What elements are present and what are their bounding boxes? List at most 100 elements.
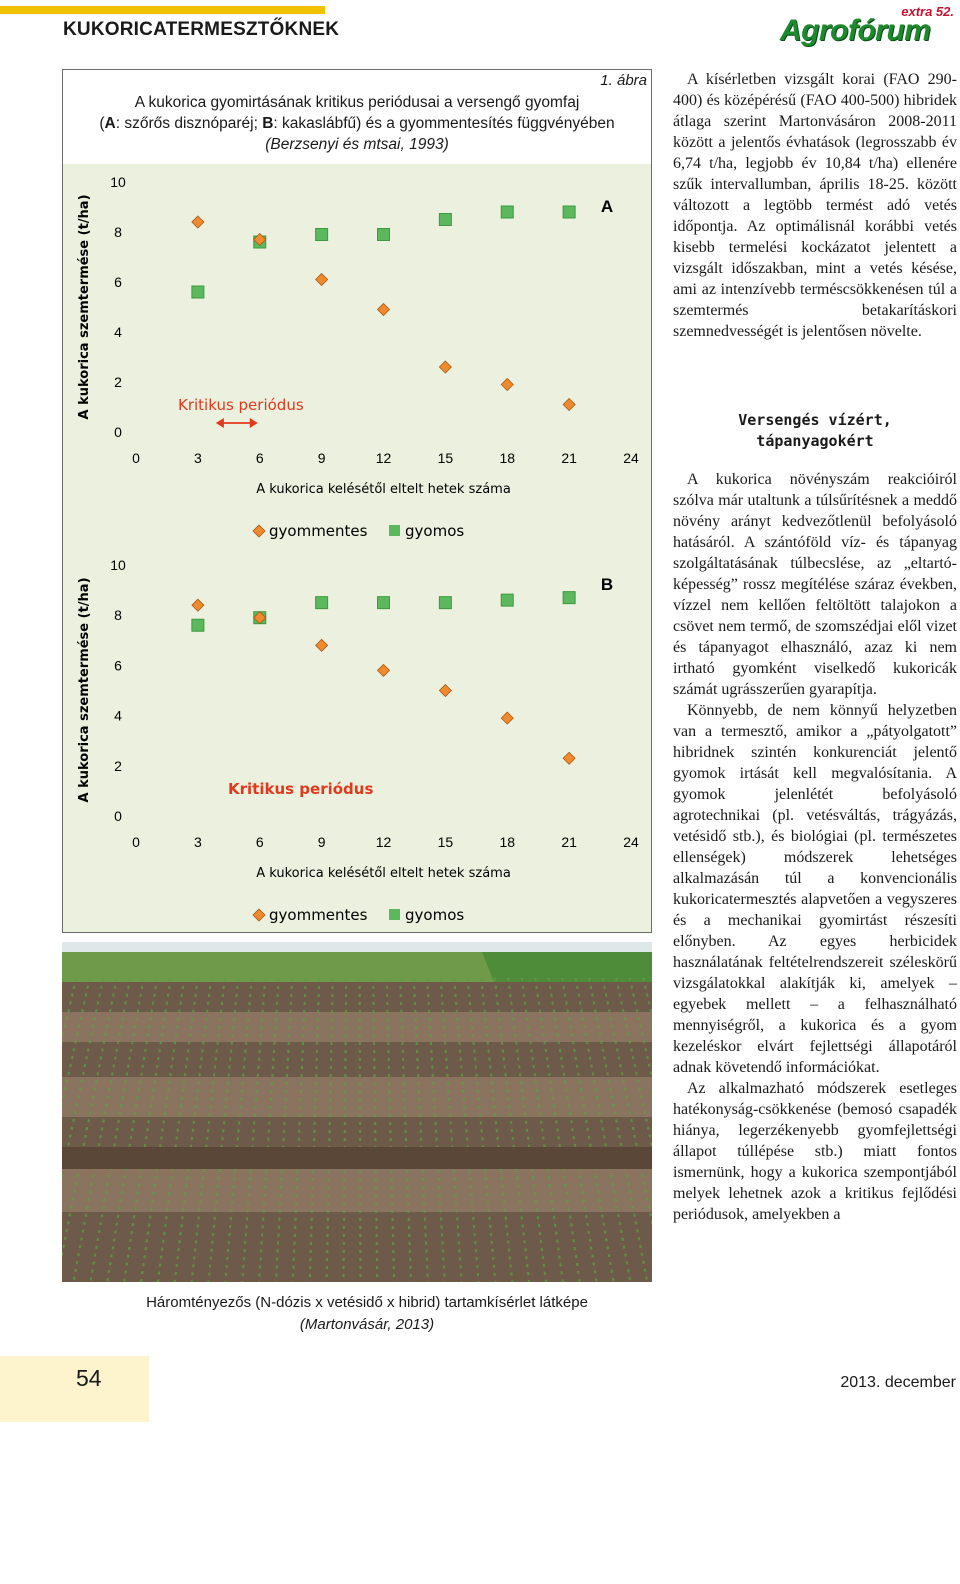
legend-label-gyommentes: gyommentes	[269, 906, 368, 924]
y-tick-label: 6	[114, 657, 122, 673]
y-tick-label: 2	[114, 374, 122, 390]
photo-corn-row	[412, 977, 429, 1283]
data-point-gyommentes	[562, 751, 576, 765]
photo-corn-row	[89, 977, 145, 1283]
x-tick-label: 15	[438, 450, 454, 466]
x-tick-label: 15	[438, 834, 454, 850]
panel-label: A	[601, 197, 613, 216]
data-point-gyommentes	[438, 683, 452, 698]
photo-plot-band	[62, 1212, 652, 1282]
y-axis-label: A kukorica szemtermése (t/ha)	[77, 194, 92, 419]
figure-box: 1. ábra A kukorica gyomirtásának kritiku…	[62, 69, 652, 933]
x-axis-label: A kukorica kelésétől eltelt hetek száma	[256, 482, 511, 497]
data-point-gyomos	[377, 596, 390, 610]
figure-title: A kukorica gyomirtásának kritikus periód…	[63, 92, 651, 155]
y-tick-label: 8	[114, 607, 122, 623]
magazine-logo[interactable]: extra 52. Agrofórum	[776, 4, 960, 47]
photo-corn-row	[291, 977, 307, 1283]
photo-corn-row	[139, 977, 186, 1283]
data-point-gyomos	[500, 593, 514, 607]
x-tick-label: 24	[623, 450, 639, 466]
header-accent-bar	[0, 6, 325, 14]
photo-corn-row	[372, 977, 379, 1283]
data-point-gyomos	[438, 596, 452, 610]
y-tick-label: 6	[114, 274, 122, 290]
photo-corn-row	[399, 977, 413, 1283]
photo-corn-row	[123, 977, 172, 1283]
x-tick-label: 21	[561, 834, 577, 850]
page-number-box	[0, 1356, 149, 1422]
photo-corn-row	[106, 977, 159, 1283]
data-point-gyomos	[500, 205, 514, 219]
photo-corn-row	[190, 977, 226, 1283]
panel-label: B	[601, 575, 613, 594]
photo-corn-row	[62, 977, 118, 1261]
figure-title-line3: (Berzsenyi és mtsai, 1993)	[265, 136, 449, 153]
photo-corn-row	[308, 977, 321, 1283]
photo-caption: Háromtényezős (N-dózis x vetésidő x hibr…	[62, 1292, 672, 1336]
photo-corn-row	[547, 977, 598, 1283]
page-number: 54	[76, 1365, 102, 1391]
legend-label-gyommentes: gyommentes	[269, 522, 368, 540]
logo-issue: extra 52.	[901, 4, 954, 19]
subheading: Versengés vízért, tápanyagokért	[738, 411, 892, 450]
figure-title-line1: A kukorica gyomirtásának kritikus periód…	[134, 94, 580, 111]
x-tick-label: 9	[318, 450, 326, 466]
logo-wordmark: Agrofórum	[780, 14, 931, 47]
photo-caption-line1: Háromtényezős (N-dózis x vetésidő x hibr…	[146, 1294, 588, 1311]
data-point-gyommentes	[500, 377, 514, 392]
legend-marker-gyommentes	[252, 524, 266, 538]
photo-corn-row	[207, 977, 240, 1283]
x-tick-label: 12	[376, 834, 392, 850]
photo-corn-row	[173, 977, 213, 1283]
data-point-gyomos	[191, 618, 205, 632]
photo-caption-line2: (Martonvásár, 2013)	[299, 1316, 435, 1333]
x-tick-label: 21	[561, 450, 577, 466]
photo-plot-band	[62, 982, 652, 1012]
photo-corn-row	[258, 977, 280, 1283]
x-tick-label: 12	[376, 450, 392, 466]
photo-plot-band	[62, 1012, 652, 1042]
data-point-gyommentes	[315, 272, 329, 287]
data-point-gyommentes	[562, 397, 576, 412]
data-point-gyomos	[562, 205, 576, 219]
y-axis-label: A kukorica szemtermése (t/ha)	[77, 577, 92, 802]
critical-arrow-head-right	[249, 418, 258, 428]
y-tick-label: 0	[114, 808, 122, 824]
photo-corn-row	[241, 977, 267, 1283]
data-point-gyomos	[315, 596, 329, 610]
y-tick-label: 4	[114, 708, 122, 724]
paragraph: Könnyebb, de nem könnyű helyzetben van a…	[673, 702, 957, 1076]
photo-corn-row	[439, 977, 463, 1283]
photo-corn-row	[72, 977, 132, 1283]
x-tick-label: 0	[132, 834, 140, 850]
data-point-gyomos	[562, 591, 576, 605]
y-tick-label: 4	[114, 324, 122, 340]
section-title: KUKORICATERMESZTŐKNEK	[63, 19, 340, 40]
figure-label: 1. ábra	[600, 72, 647, 89]
photo-corn-row	[480, 977, 514, 1283]
x-tick-label: 6	[256, 834, 264, 850]
photo-corn-row	[493, 977, 531, 1283]
photo-corn-row	[520, 977, 564, 1283]
photo-corn-row	[385, 977, 396, 1283]
y-tick-label: 0	[114, 424, 122, 440]
data-point-gyommentes	[500, 711, 514, 725]
paragraph: Az alkalmazható módszerek esetleges haté…	[673, 1080, 957, 1223]
data-point-gyomos	[438, 213, 452, 226]
photo-corn-row	[156, 977, 199, 1283]
photo-plot-band	[62, 1077, 652, 1117]
photo-corn-row	[466, 977, 497, 1283]
photo-corn-row	[507, 977, 548, 1283]
field-trial-photo	[62, 942, 652, 1283]
y-tick-label: 10	[110, 557, 126, 573]
legend-label-gyomos: gyomos	[405, 906, 464, 924]
data-point-gyommentes	[376, 663, 391, 677]
y-tick-label: 2	[114, 758, 122, 774]
x-axis-label: A kukorica kelésétől eltelt hetek száma	[256, 866, 511, 881]
data-point-gyommentes	[376, 302, 391, 317]
photo-corn-row	[453, 977, 480, 1283]
data-point-gyommentes	[253, 611, 267, 625]
legend-label-gyomos: gyomos	[405, 522, 464, 540]
